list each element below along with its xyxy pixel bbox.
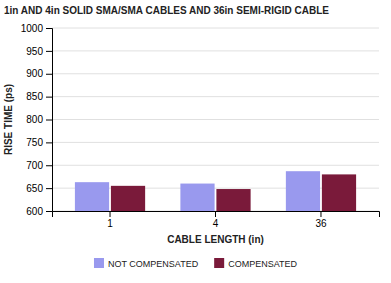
grid-line: [52, 96, 379, 97]
tick: 850: [26, 91, 52, 102]
tick-label: 600: [26, 206, 43, 217]
legend-label: COMPENSATED: [228, 259, 297, 269]
legend-item: COMPENSATED: [214, 258, 297, 269]
bars: [75, 171, 356, 211]
tick-mark: [46, 74, 52, 75]
axis-line: [53, 212, 380, 218]
tick-label: 800: [26, 114, 43, 125]
grid-line: [52, 28, 379, 29]
bar: [216, 189, 250, 211]
tick-mark: [46, 120, 52, 121]
legend-label: NOT COMPENSATED: [108, 259, 199, 269]
tick-mark: [110, 211, 111, 217]
legend-swatch: [94, 258, 104, 268]
tick-label: 900: [26, 68, 43, 79]
tick-label: 36: [315, 218, 327, 229]
grid-line: [52, 142, 379, 143]
bar: [322, 174, 356, 211]
legend-swatch: [214, 258, 224, 268]
tick: 1000: [21, 23, 52, 34]
tick: 1: [107, 211, 113, 229]
tick-label: 850: [26, 91, 43, 102]
tick-mark: [320, 211, 321, 217]
legend: NOT COMPENSATED COMPENSATED: [94, 258, 298, 269]
tick: 800: [26, 114, 52, 125]
bar: [286, 171, 320, 211]
grid-line: [52, 119, 379, 120]
tick: 700: [26, 160, 52, 171]
bar: [111, 186, 145, 211]
grid-line: [52, 73, 379, 74]
tick-mark: [46, 188, 52, 189]
tick-mark: [46, 97, 52, 98]
x-axis: 1 4 36: [53, 211, 380, 229]
grid: [52, 28, 379, 211]
bar: [180, 184, 214, 211]
tick: 4: [213, 211, 219, 229]
y-axis-title: RISE TIME (ps): [3, 84, 14, 155]
tick-mark: [46, 165, 52, 166]
tick-mark: [215, 211, 216, 217]
tick: 900: [26, 68, 52, 79]
tick: 36: [315, 211, 327, 229]
series: [75, 171, 320, 211]
plot: 600 650 700 750 800 850 900 950 1000 1 4 36: [21, 23, 380, 229]
chart: 1in AND 4in SOLID SMA/SMA CABLES AND 36i…: [0, 0, 391, 283]
axis-line: [46, 29, 53, 212]
title: 1in AND 4in SOLID SMA/SMA CABLES AND 36i…: [4, 5, 329, 16]
tick: 750: [26, 137, 52, 148]
tick-label: 4: [213, 218, 219, 229]
tick: 650: [26, 183, 52, 194]
tick-mark: [46, 51, 52, 52]
tick-mark: [46, 28, 52, 29]
x-axis-title: CABLE LENGTH (in): [167, 234, 264, 245]
bar: [75, 182, 109, 211]
tick-label: 950: [26, 46, 43, 57]
tick-mark: [46, 142, 52, 143]
tick-label: 750: [26, 137, 43, 148]
tick-label: 650: [26, 183, 43, 194]
tick-label: 1000: [21, 23, 44, 34]
tick-label: 1: [107, 218, 113, 229]
tick: 950: [26, 46, 52, 57]
series: [111, 174, 356, 211]
legend-item: NOT COMPENSATED: [94, 258, 199, 269]
y-axis: 600 650 700 750 800 850 900 950 1000: [21, 23, 53, 217]
tick-label: 700: [26, 160, 43, 171]
tick: 600: [26, 206, 52, 217]
grid-line: [52, 165, 379, 166]
grid-line: [52, 50, 379, 51]
tick-mark: [46, 211, 52, 212]
